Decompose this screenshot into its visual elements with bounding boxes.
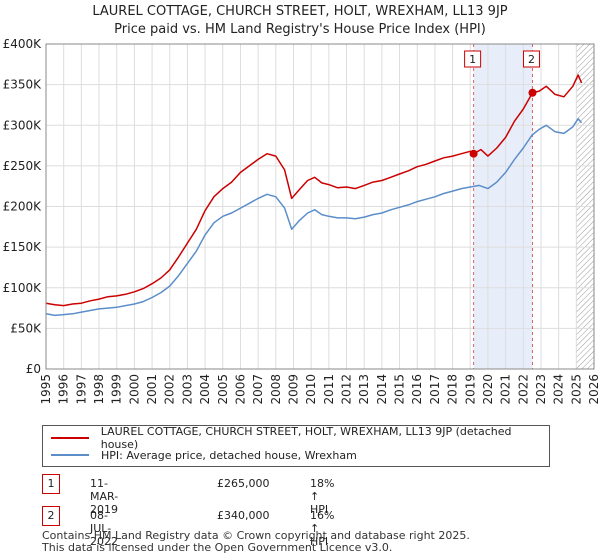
x-tick-label-2017: 2017	[428, 374, 442, 405]
x-tick-label-2007: 2007	[251, 374, 265, 405]
x-tick-label-1995: 1995	[39, 374, 53, 405]
sale-flag-label-2: 2	[528, 53, 535, 66]
sale-flag-box-2	[522, 50, 540, 68]
x-tick-label-2014: 2014	[375, 374, 389, 405]
x-tick-label-2026: 2026	[587, 374, 600, 405]
x-tick-label-2021: 2021	[499, 374, 513, 405]
sale-hpi-2: 16% ↑ HPI	[310, 509, 335, 548]
footer: Contains HM Land Registry data © Crown c…	[42, 530, 470, 554]
legend-label-hpi: HPI: Average price, detached house, Wrex…	[101, 448, 357, 462]
sale-date-2: 08-JUL-2022	[90, 509, 118, 548]
x-tick-label-2023: 2023	[534, 374, 548, 405]
sale-price-2: £340,000	[217, 509, 270, 522]
legend-label-property: LAUREL COTTAGE, CHURCH STREET, HOLT, WRE…	[100, 425, 512, 451]
y-tick-label-4: £200K	[3, 200, 43, 214]
x-tick-label-2008: 2008	[269, 374, 283, 405]
x-tick-label-2010: 2010	[304, 374, 318, 405]
sale-flag-box-1	[464, 50, 482, 68]
legend-swatch-hpi	[51, 454, 89, 456]
legend-swatch-property	[51, 437, 89, 439]
x-tick-label-2004: 2004	[198, 374, 212, 405]
x-tick-label-2005: 2005	[216, 374, 230, 405]
y-tick-label-1: £50K	[10, 321, 42, 335]
x-tick-label-2000: 2000	[127, 374, 141, 405]
chart-title-line2: Price paid vs. HM Land Registry's House …	[114, 22, 486, 37]
y-tick-label-2: £100K	[3, 281, 43, 295]
x-tick-label-1998: 1998	[92, 374, 106, 405]
footer-line-2: This data is licensed under the Open Gov…	[42, 541, 393, 554]
x-tick-label-2003: 2003	[180, 374, 194, 405]
x-tick-label-2011: 2011	[322, 374, 336, 405]
footer-line-1: Contains HM Land Registry data © Crown c…	[42, 529, 470, 542]
x-tick-label-2025: 2025	[569, 374, 583, 405]
x-tick-label-2012: 2012	[340, 374, 354, 405]
x-tick-label-1996: 1996	[57, 374, 71, 405]
x-tick-label-2019: 2019	[463, 374, 477, 405]
x-tick-label-2022: 2022	[516, 374, 530, 405]
plot-frame	[45, 43, 595, 370]
sale-flag-label-1: 1	[469, 53, 476, 66]
x-tick-label-2002: 2002	[163, 374, 177, 405]
y-tick-label-8: £400K	[3, 37, 43, 51]
x-tick-label-1997: 1997	[74, 374, 88, 405]
sale-date-1: 11-MAR-2019	[90, 477, 119, 516]
y-tick-label-6: £300K	[3, 118, 43, 132]
series-line-property	[45, 74, 583, 307]
legend-item-hpi: HPI: Average price, detached house, Wrex…	[51, 447, 357, 463]
x-tick-label-1999: 1999	[110, 374, 124, 405]
x-tick-label-2009: 2009	[286, 374, 300, 405]
series-line-hpi	[45, 118, 583, 317]
x-tick-label-2001: 2001	[145, 374, 159, 405]
y-tick-label-3: £150K	[3, 240, 43, 254]
sale-badge-2: 2	[42, 506, 60, 526]
sale-point-1	[469, 149, 478, 158]
price-chart: 1 2 £0 £50K £100K £150K £200K £250K £300K £350K £…	[3, 37, 600, 405]
x-tick-label-2006: 2006	[233, 374, 247, 405]
x-tick-label-2016: 2016	[410, 374, 424, 405]
y-tick-label-0: £0	[26, 362, 41, 376]
legend: LAUREL COTTAGE, CHURCH STREET, HOLT, WRE…	[42, 425, 550, 467]
x-tick-label-2020: 2020	[481, 374, 495, 405]
sale-price-1: £265,000	[217, 477, 270, 490]
x-tick-label-2013: 2013	[357, 374, 371, 405]
sale-badge-1: 1	[42, 474, 60, 494]
x-tick-label-2024: 2024	[552, 374, 566, 405]
x-tick-label-2015: 2015	[393, 374, 407, 405]
x-tick-label-2018: 2018	[446, 374, 460, 405]
sale-point-2	[528, 88, 537, 97]
y-tick-label-7: £350K	[3, 78, 43, 92]
sale-hpi-1: 18% ↑ HPI	[310, 477, 335, 516]
chart-title-line1: LAUREL COTTAGE, CHURCH STREET, HOLT, WRE…	[92, 4, 508, 19]
y-tick-label-5: £250K	[3, 159, 43, 173]
legend-item-property: LAUREL COTTAGE, CHURCH STREET, HOLT, WRE…	[51, 425, 549, 451]
